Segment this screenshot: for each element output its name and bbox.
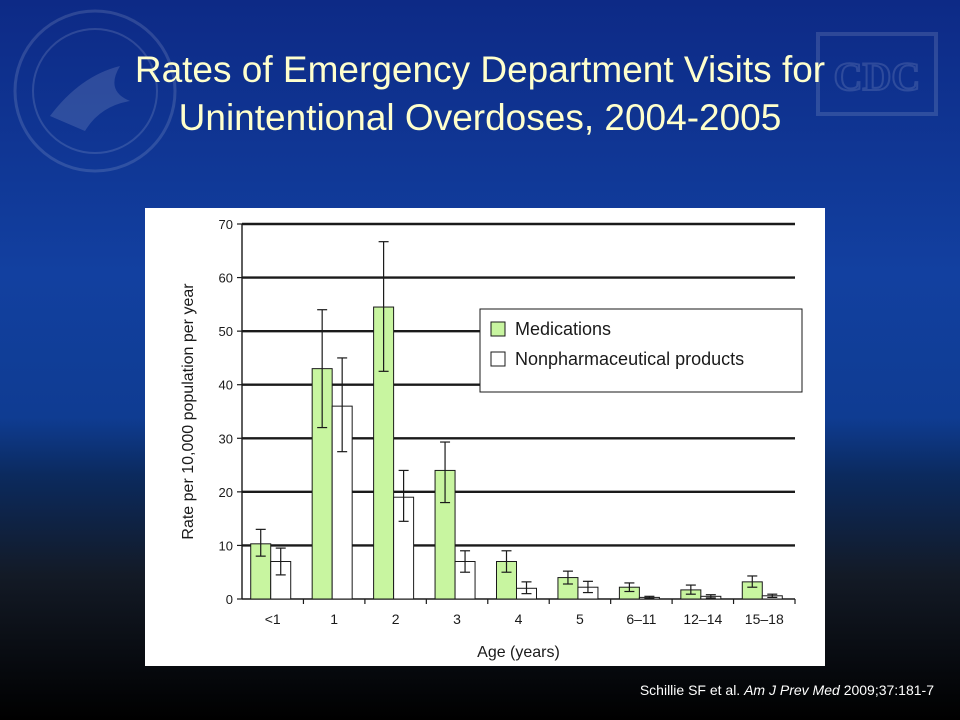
x-tick-label: 4 — [515, 611, 523, 627]
legend-label-nonpharmaceutical: Nonpharmaceutical products — [515, 349, 744, 369]
y-tick-label: 10 — [219, 538, 233, 553]
citation-journal: Am J Prev Med — [744, 682, 840, 698]
citation-reference: 2009;37:181-7 — [843, 682, 934, 698]
cdc-logo-watermark-icon: CDC — [814, 30, 944, 125]
legend-box — [479, 308, 803, 393]
x-tick-label: 15–18 — [745, 611, 784, 627]
slide-title-line-1: Rates of Emergency Department Visits for — [134, 49, 826, 90]
x-tick-label: 12–14 — [683, 611, 722, 627]
y-tick-label: 0 — [226, 592, 233, 607]
y-tick-label: 30 — [219, 431, 233, 446]
x-tick-label: 3 — [453, 611, 461, 627]
slide-title-line-2: Unintentional Overdoses, 2004-2005 — [178, 97, 782, 138]
y-tick-label: 40 — [219, 378, 233, 393]
x-tick-label: <1 — [265, 611, 281, 627]
y-tick-label: 20 — [219, 485, 233, 500]
chart-panel: 0 10 20 30 40 50 60 70 <1 1 2 3 4 5 6–11 12–14 15–18 Age … — [145, 208, 825, 666]
x-tick-label: 5 — [576, 611, 584, 627]
y-tick-label: 50 — [219, 324, 233, 339]
slide-title: Rates of Emergency Department Visits for… — [0, 46, 960, 142]
legend-swatch-medications — [490, 321, 506, 337]
hhs-seal-watermark-icon — [10, 6, 180, 181]
x-tick-label: 6–11 — [626, 611, 656, 627]
legend-label-medications: Medications — [515, 319, 611, 339]
y-axis-label: Rate per 10,000 population per year — [180, 283, 197, 540]
svg-text:CDC: CDC — [834, 54, 921, 99]
x-tick-label: 2 — [392, 611, 400, 627]
citation-authors: Schillie SF et al. — [639, 682, 741, 698]
x-tick-label: 1 — [330, 611, 338, 627]
y-tick-label: 60 — [219, 271, 233, 286]
citation: Schillie SF et al. Am J Prev Med 2009;37… — [640, 682, 934, 698]
bar-chart: 0 10 20 30 40 50 60 70 <1 1 2 3 4 5 6–11 12–14 15–18 Age … — [180, 217, 803, 661]
y-tick-label: 70 — [219, 217, 233, 232]
legend-swatch-nonpharmaceutical — [490, 351, 506, 367]
x-axis-label: Age (years) — [477, 644, 560, 661]
